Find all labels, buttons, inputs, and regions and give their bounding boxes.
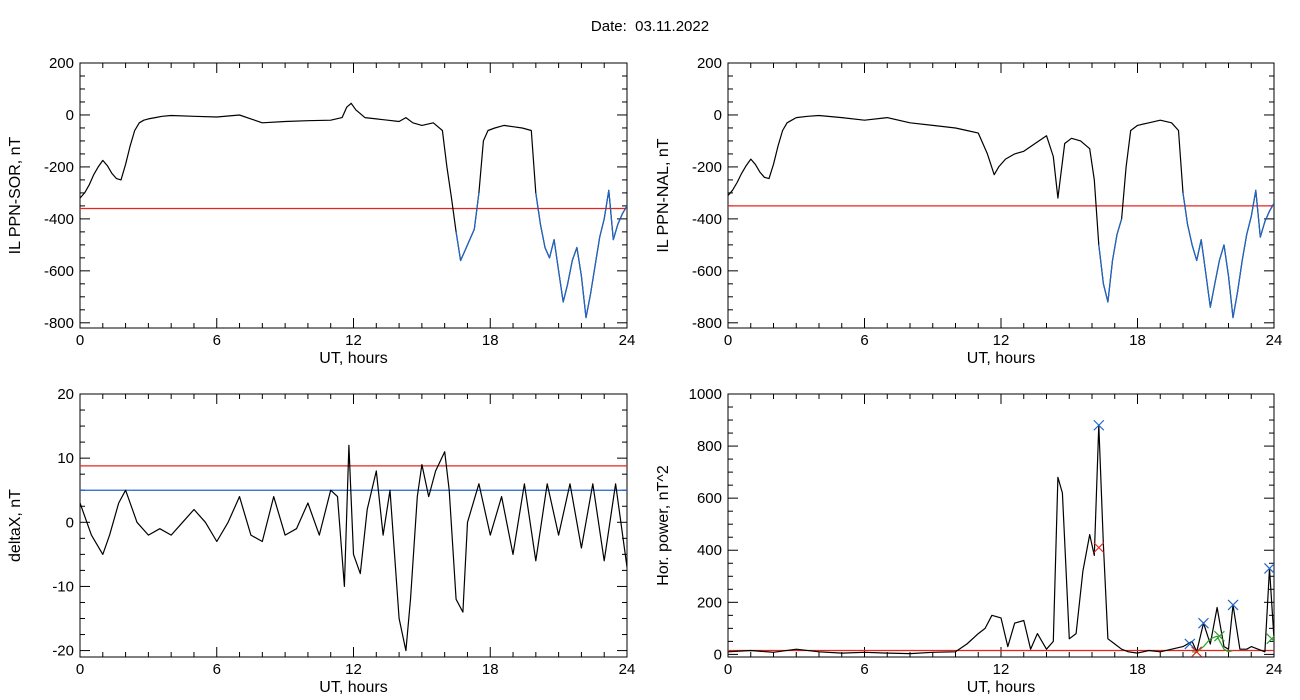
- peak-marker: [1191, 646, 1203, 657]
- peak-marker: [1093, 419, 1105, 431]
- y-tick-label: 20: [57, 386, 74, 403]
- panel-p4: 0 6 12 18 24 0 200 400 600 800 1000 UT, hours Hor. p…: [655, 386, 1282, 696]
- x-tick-label: 24: [1266, 661, 1283, 678]
- x-tick-label: 24: [1266, 332, 1283, 349]
- y-tick-label: -600: [44, 263, 74, 280]
- y-tick-label: -10: [52, 578, 74, 595]
- x-tick-label: 12: [345, 332, 362, 349]
- y-axis-label: IL PPN-SOR, nT: [7, 136, 24, 254]
- x-tick-label: 6: [860, 661, 868, 678]
- series-line-0: [80, 102, 627, 319]
- data-layer: [728, 419, 1274, 657]
- x-tick-label: 0: [76, 661, 84, 678]
- x-tick-label: 0: [724, 332, 732, 349]
- y-tick-label: 0: [66, 107, 74, 124]
- x-tick-label: 6: [213, 332, 221, 349]
- y-tick-label: -200: [692, 159, 722, 176]
- series-line-1: [455, 192, 480, 262]
- peak-marker: [1264, 563, 1274, 574]
- x-tick-label: 12: [345, 661, 362, 678]
- data-layer: [728, 114, 1274, 319]
- x-tick-label: 24: [619, 661, 636, 678]
- series-line-2: [1182, 189, 1274, 319]
- x-tick-label: 18: [482, 332, 499, 349]
- y-tick-label: 1000: [689, 386, 722, 403]
- panel-p3: 0 6 12 18 24 -20 -10 0 10 20 UT, hours deltaX, nT: [7, 386, 635, 696]
- x-tick-label: 0: [724, 661, 732, 678]
- data-layer: [80, 102, 627, 319]
- panel-p1: 0 6 12 18 24 -800 -600 -400 -200 0 200 UT, hours IL …: [7, 55, 635, 367]
- y-tick-label: 0: [714, 107, 722, 124]
- x-tick-label: 6: [860, 332, 868, 349]
- peak-marker: [1227, 599, 1239, 611]
- y-tick-label: 0: [714, 646, 722, 663]
- panel-p2: 0 6 12 18 24 -800 -600 -400 -200 0 200 UT, hours IL …: [655, 55, 1282, 367]
- series-line-0: [80, 444, 627, 652]
- y-tick-label: 800: [697, 438, 722, 455]
- x-axis-label: UT, hours: [319, 679, 387, 696]
- plot-frame: [727, 62, 1275, 329]
- y-axis-label: Hor. power, nT^2: [655, 465, 672, 586]
- x-axis-label: UT, hours: [319, 350, 387, 367]
- x-tick-label: 12: [993, 661, 1010, 678]
- y-tick-label: 200: [49, 55, 74, 72]
- peak-marker: [1213, 630, 1225, 642]
- x-tick-label: 6: [213, 661, 221, 678]
- x-axis-label: UT, hours: [967, 350, 1035, 367]
- plot-frame: [79, 393, 628, 658]
- series-line-2: [535, 189, 627, 319]
- peak-marker: [1184, 638, 1196, 650]
- y-tick-label: -800: [692, 315, 722, 332]
- x-tick-label: 18: [1129, 332, 1146, 349]
- series-line-0: [728, 114, 1274, 319]
- series-line-0: [728, 424, 1274, 655]
- y-tick-label: 10: [57, 450, 74, 467]
- x-tick-label: 0: [76, 332, 84, 349]
- peak-marker: [1198, 617, 1209, 629]
- y-axis-label: deltaX, nT: [7, 489, 24, 562]
- x-tick-label: 18: [1129, 661, 1146, 678]
- y-tick-label: -20: [52, 643, 74, 660]
- y-tick-label: 400: [697, 542, 722, 559]
- x-tick-label: 18: [482, 661, 499, 678]
- y-axis-label: IL PPN-NAL, nT: [655, 138, 672, 252]
- y-tick-label: -400: [692, 211, 722, 228]
- y-tick-label: 200: [697, 594, 722, 611]
- x-axis-label: UT, hours: [967, 679, 1035, 696]
- x-tick-label: 24: [619, 332, 636, 349]
- y-tick-label: -400: [44, 211, 74, 228]
- y-tick-label: 0: [66, 514, 74, 531]
- plot-frame: [79, 62, 628, 329]
- y-tick-label: -800: [44, 315, 74, 332]
- y-tick-label: -600: [692, 263, 722, 280]
- y-tick-label: 200: [697, 55, 722, 72]
- data-layer: [80, 444, 627, 652]
- date-title: Date: 03.11.2022: [590, 18, 710, 35]
- x-tick-label: 12: [993, 332, 1010, 349]
- y-tick-label: -200: [44, 159, 74, 176]
- series-line-1: [1098, 218, 1123, 303]
- y-tick-label: 600: [697, 490, 722, 507]
- peak-marker: [1093, 542, 1105, 554]
- peak-marker: [1266, 633, 1274, 645]
